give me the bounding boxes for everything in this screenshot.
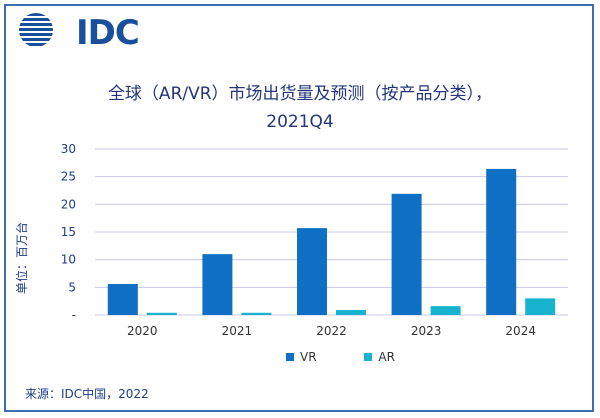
vr-bar [107, 284, 138, 315]
x-tick-label: 2020 [127, 324, 158, 338]
chart-title: 全球（AR/VR）市场出货量及预测（按产品分类）， 2021Q4 [0, 80, 600, 136]
x-tick-label: 2024 [505, 324, 536, 338]
y-tick-label: 30 [61, 142, 76, 156]
title-line-1: 全球（AR/VR）市场出货量及预测（按产品分类）， [107, 84, 493, 104]
y-tick-label: - [72, 308, 76, 322]
vr-bar [202, 254, 233, 315]
legend-item-vr: VR [286, 350, 317, 364]
legend: VR AR [286, 350, 439, 364]
legend-swatch-ar [364, 353, 373, 361]
title-line-2: 2021Q4 [266, 112, 334, 132]
idc-logo: IDC [14, 10, 140, 50]
globe-icon [19, 13, 53, 46]
legend-item-ar: AR [364, 350, 395, 364]
legend-swatch-vr [286, 353, 294, 361]
vr-bar [297, 228, 327, 315]
y-tick-label: 5 [68, 280, 76, 294]
ar-bar [336, 310, 366, 315]
logo-text: IDC [76, 13, 140, 53]
source-note: 来源：IDC中国，2022 [25, 387, 149, 401]
ar-bar [525, 298, 556, 315]
x-tick-label: 2022 [316, 324, 347, 338]
legend-label-ar: AR [378, 350, 395, 364]
legend-label-vr: VR [300, 350, 317, 364]
ar-bar [241, 312, 272, 315]
vr-bar [391, 193, 422, 315]
x-tick-label: 2021 [222, 324, 253, 338]
y-tick-label: 15 [61, 225, 76, 239]
ar-bar [430, 306, 461, 315]
y-tick-label: 10 [61, 253, 76, 267]
y-tick-label: 20 [61, 197, 76, 211]
ar-bar [146, 312, 177, 315]
x-tick-label: 2023 [411, 324, 442, 338]
y-tick-label: 25 [61, 170, 76, 184]
vr-bar [486, 168, 517, 315]
